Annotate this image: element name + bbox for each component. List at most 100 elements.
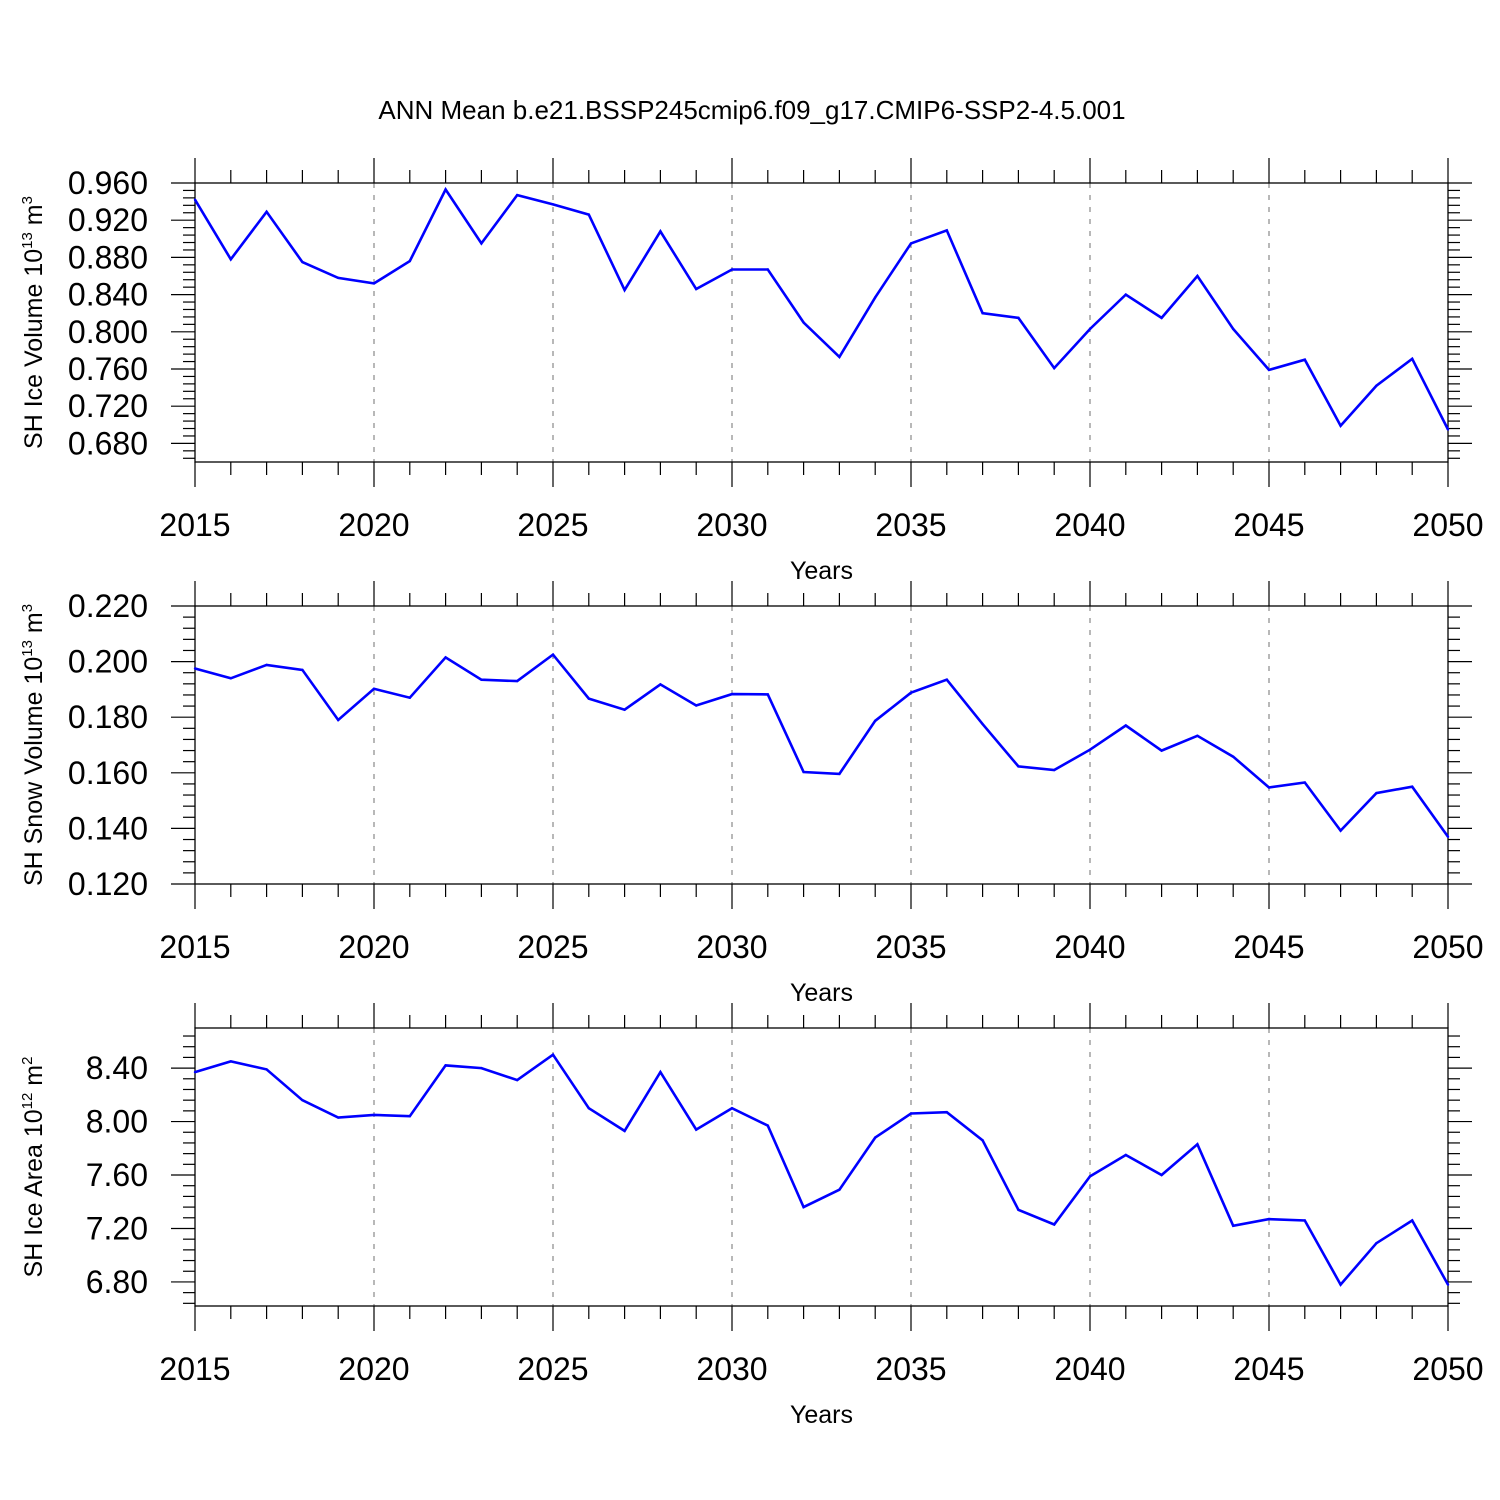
ice-area-data-point-2034 — [874, 1136, 877, 1139]
ice-volume-y-axis-title-part: SH Ice Volume 10 — [20, 249, 48, 449]
ice-volume-data-point-2040 — [1088, 327, 1092, 331]
ice-area-data-point-2026 — [587, 1106, 590, 1110]
ice-area-data-point-2040 — [1088, 1175, 1092, 1178]
snow-volume-data-point-2019 — [337, 718, 340, 722]
ice-volume-panel: 2015 2020 2025 2030 2035 2040 2045 2050 Years 0.6… — [19, 158, 1484, 585]
snow-volume-data-point-2045 — [1267, 786, 1271, 789]
snow-volume-data-point-2043 — [1196, 734, 1199, 738]
ice-volume-data-point-2036 — [945, 229, 948, 232]
snow-volume-y-axis-title-superscript: 3 — [19, 604, 36, 612]
ice-volume-data-point-2023 — [480, 242, 483, 245]
ice-volume-data-point-2050 — [1446, 428, 1450, 431]
ice-area-data-point-2035 — [909, 1112, 913, 1115]
ice-area-panel: 2015 2020 2025 2030 2035 2040 2045 2050 Years 6.8… — [19, 1003, 1484, 1429]
ice-area-xtick-label-2045: 2045 — [1233, 1351, 1304, 1387]
ice-area-data-point-2032 — [802, 1205, 805, 1209]
snow-volume-data-point-2034 — [874, 719, 877, 723]
snow-volume-data-point-2016 — [229, 677, 232, 680]
ice-volume-ytick-label: 0.920 — [68, 202, 148, 238]
ice-area-data-point-2017 — [265, 1068, 268, 1071]
snow-volume-data-point-2033 — [838, 772, 841, 776]
snow-volume-xtick-label-2050: 2050 — [1412, 929, 1483, 965]
ice-volume-data-point-2026 — [587, 213, 590, 216]
ice-area-data-point-2019 — [337, 1116, 340, 1119]
ice-area-ytick-label: 7.60 — [86, 1157, 148, 1193]
ice-volume-data-point-2045 — [1267, 368, 1271, 372]
snow-volume-xtick-label-2045: 2045 — [1233, 929, 1304, 965]
ice-volume-data-point-2030 — [730, 268, 734, 271]
ice-volume-xtick-label-2035: 2035 — [875, 507, 946, 543]
ice-volume-xtick-label-2050: 2050 — [1412, 507, 1483, 543]
snow-volume-xtick-label-2015: 2015 — [159, 929, 230, 965]
snow-volume-y-axis-title: SH Snow Volume 1013 m3 — [19, 604, 48, 886]
snow-volume-data-point-2042 — [1160, 749, 1163, 752]
snow-volume-data-point-2035 — [909, 691, 913, 694]
ice-volume-data-point-2044 — [1232, 327, 1235, 331]
ice-area-y-axis-title-part: m — [20, 1065, 48, 1093]
ice-area-data-point-2023 — [480, 1066, 483, 1070]
ice-volume-xtick-label-2040: 2040 — [1054, 507, 1125, 543]
ice-volume-data-point-2022 — [444, 188, 447, 191]
ice-volume-data-point-2038 — [1017, 316, 1020, 320]
ice-volume-data-point-2019 — [337, 276, 340, 280]
ice-area-data-point-2025 — [551, 1053, 555, 1056]
ice-area-xtick-label-2025: 2025 — [517, 1351, 588, 1387]
ice-volume-data-point-2032 — [802, 321, 805, 324]
snow-volume-data-point-2040 — [1088, 748, 1092, 751]
ice-area-xtick-label-2035: 2035 — [875, 1351, 946, 1387]
ice-area-data-point-2049 — [1411, 1219, 1414, 1222]
ice-area-data-point-2042 — [1160, 1173, 1163, 1177]
snow-volume-x-axis-title: Years — [790, 979, 853, 1007]
ice-volume-data-point-2024 — [516, 193, 519, 197]
ice-area-data-point-2020 — [372, 1113, 376, 1117]
ice-area-data-point-2036 — [945, 1111, 948, 1114]
ice-area-x-axis-title: Years — [790, 1401, 853, 1429]
ice-area-data-point-2039 — [1053, 1223, 1056, 1226]
ice-volume-data-point-2018 — [301, 260, 304, 264]
ice-volume-y-axis-title-part: m — [20, 204, 48, 232]
panels: 2015 2020 2025 2030 2035 2040 2045 2050 Years 0.6… — [19, 158, 1484, 1429]
ice-volume-ytick-label: 0.840 — [68, 277, 148, 313]
snow-volume-data-point-2038 — [1017, 765, 1020, 768]
ice-area-ytick-label: 8.40 — [86, 1050, 148, 1086]
ice-volume-data-point-2015 — [193, 198, 197, 201]
ice-area-y-axis-title-superscript: 12 — [19, 1093, 36, 1110]
snow-volume-plot-frame — [194, 605, 1449, 885]
ice-volume-data-point-2049 — [1411, 357, 1414, 360]
ice-volume-data-point-2041 — [1124, 293, 1128, 296]
ice-area-data-point-2046 — [1303, 1219, 1307, 1222]
snow-volume-data-point-2044 — [1232, 755, 1235, 758]
ice-area-xtick-label-2015: 2015 — [159, 1351, 230, 1387]
ice-volume-data-point-2043 — [1196, 274, 1199, 278]
snow-volume-panel: 2015 2020 2025 2030 2035 2040 2045 2050 Years 0.1… — [19, 581, 1484, 1007]
ice-volume-data-point-2037 — [981, 312, 984, 315]
snow-volume-data-point-2036 — [945, 678, 948, 681]
ice-volume-data-point-2031 — [766, 268, 769, 271]
ice-volume-xtick-label-2025: 2025 — [517, 507, 588, 543]
snow-volume-ytick-label: 0.140 — [68, 810, 148, 846]
snow-volume-ytick-label: 0.120 — [68, 866, 148, 902]
snow-volume-ytick-label: 0.220 — [68, 588, 148, 624]
snow-volume-data-point-2041 — [1124, 724, 1128, 727]
snow-volume-ytick-label: 0.160 — [68, 755, 148, 791]
snow-volume-xtick-label-2020: 2020 — [338, 929, 409, 965]
ice-volume-ytick-label: 0.720 — [68, 388, 148, 424]
ice-area-data-point-2030 — [730, 1106, 734, 1110]
snow-volume-data-point-2020 — [372, 687, 376, 691]
ice-volume-data-point-2017 — [265, 210, 268, 214]
figure-title: ANN Mean b.e21.BSSP245cmip6.f09_g17.CMIP… — [378, 95, 1125, 125]
ice-area-data-point-2043 — [1196, 1143, 1199, 1146]
snow-volume-y-axis-title-part: SH Snow Volume 10 — [20, 657, 48, 886]
snow-volume-data-point-2030 — [730, 692, 734, 696]
ice-volume-plot-frame — [194, 182, 1449, 463]
snow-volume-y-axis-title-superscript: 13 — [19, 640, 36, 657]
ice-volume-ytick-label: 0.800 — [68, 314, 148, 350]
snow-volume-data-point-2027 — [623, 708, 626, 711]
snow-volume-xtick-label-2040: 2040 — [1054, 929, 1125, 965]
ice-area-data-point-2041 — [1124, 1153, 1128, 1157]
ice-area-data-point-2045 — [1267, 1217, 1271, 1221]
ice-area-data-point-2047 — [1339, 1283, 1342, 1286]
ice-volume-data-point-2029 — [695, 287, 698, 291]
ice-area-y-axis-title-part: SH Ice Area 10 — [20, 1109, 48, 1277]
ice-area-ytick-label: 7.20 — [86, 1210, 148, 1246]
